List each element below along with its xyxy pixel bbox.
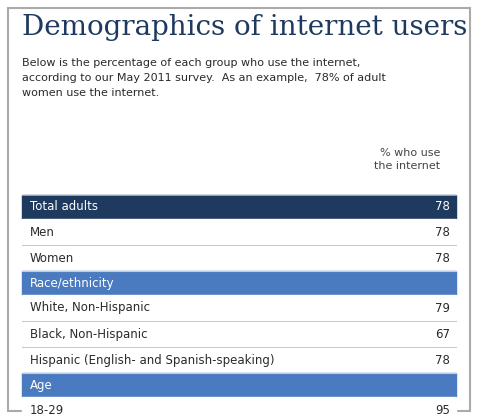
Text: Race/ethnicity: Race/ethnicity xyxy=(30,277,115,290)
Bar xyxy=(22,397,456,419)
Text: 78: 78 xyxy=(435,354,450,367)
Text: 67: 67 xyxy=(435,328,450,341)
Text: Hispanic (English- and Spanish-speaking): Hispanic (English- and Spanish-speaking) xyxy=(30,354,274,367)
Text: Women: Women xyxy=(30,251,74,264)
Bar xyxy=(22,219,456,245)
Text: 95: 95 xyxy=(435,403,450,416)
Text: Age: Age xyxy=(30,378,53,391)
Bar xyxy=(22,195,456,219)
Bar xyxy=(22,347,456,373)
Text: % who use
the internet: % who use the internet xyxy=(374,148,440,171)
Bar xyxy=(22,321,456,347)
Text: Black, Non-Hispanic: Black, Non-Hispanic xyxy=(30,328,148,341)
Text: Below is the percentage of each group who use the internet,
according to our May: Below is the percentage of each group wh… xyxy=(22,58,386,98)
Bar xyxy=(22,295,456,321)
Text: 78: 78 xyxy=(435,225,450,238)
Text: 18-29: 18-29 xyxy=(30,403,64,416)
Bar xyxy=(22,373,456,397)
Text: Demographics of internet users: Demographics of internet users xyxy=(22,14,467,41)
Text: Total adults: Total adults xyxy=(30,201,98,214)
Text: Men: Men xyxy=(30,225,55,238)
Bar xyxy=(22,245,456,271)
Text: 78: 78 xyxy=(435,251,450,264)
Bar xyxy=(22,271,456,295)
Text: 78: 78 xyxy=(435,201,450,214)
Text: 79: 79 xyxy=(435,302,450,315)
Text: White, Non-Hispanic: White, Non-Hispanic xyxy=(30,302,150,315)
